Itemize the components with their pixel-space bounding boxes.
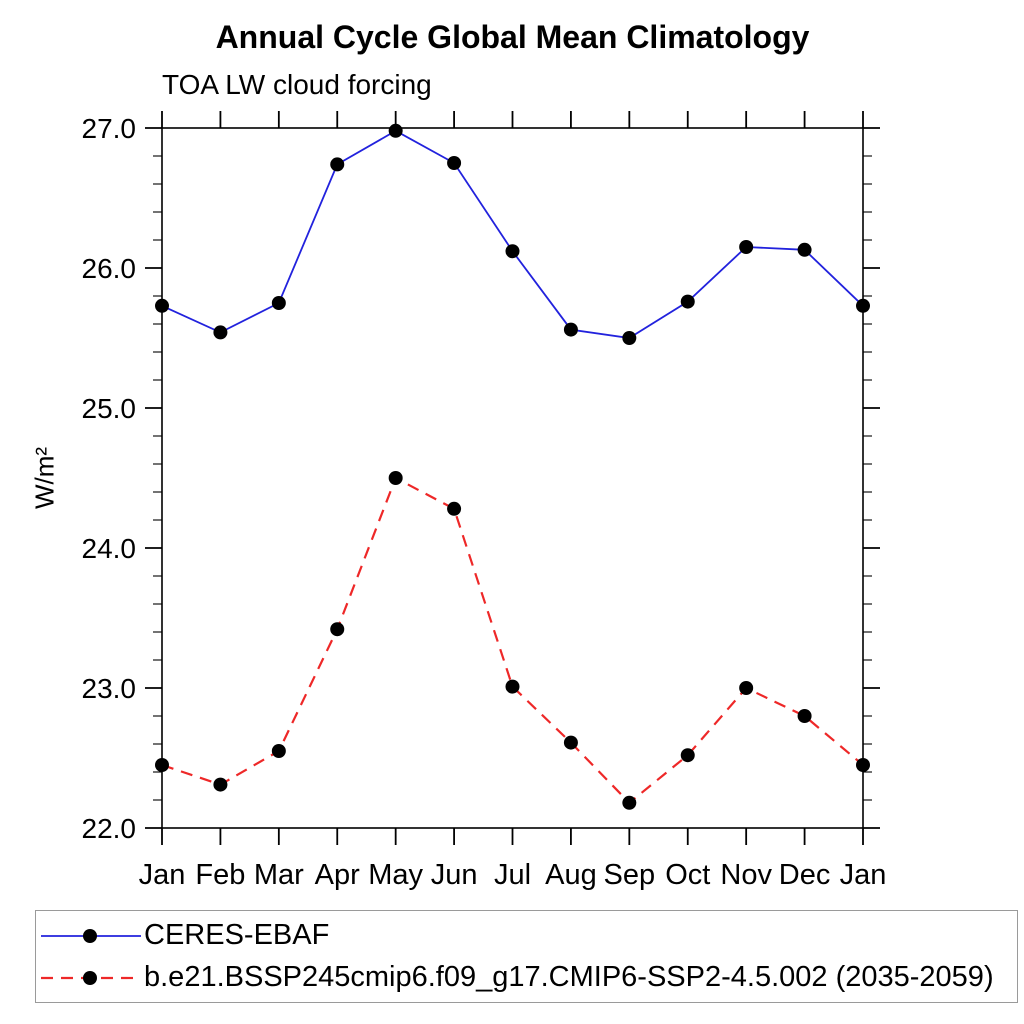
data-point: [563, 735, 578, 750]
x-tick-label: Mar: [254, 859, 304, 891]
x-tick-label: Apr: [315, 859, 360, 891]
chart-title: Annual Cycle Global Mean Climatology: [215, 19, 810, 55]
data-point: [739, 681, 754, 695]
x-tick-label: Dec: [779, 859, 831, 891]
y-tick-label: 25.0: [82, 393, 137, 424]
x-tick-label: Aug: [545, 859, 597, 891]
y-tick-label: 22.0: [82, 813, 137, 844]
data-point: [622, 795, 637, 810]
legend-item-model-run: b.e21.BSSP245cmip6.f09_g17.CMIP6-SSP2-4.…: [41, 957, 1017, 999]
data-point: [797, 709, 812, 723]
data-point: [739, 240, 754, 254]
data-point: [563, 322, 578, 337]
axes-box: [161, 127, 864, 829]
data-point: [213, 325, 228, 340]
x-tick-label: Oct: [665, 859, 710, 891]
data-point: [388, 471, 403, 485]
x-tick-label: Feb: [195, 859, 245, 891]
data-point: [330, 622, 345, 637]
x-tick-label: Jul: [494, 859, 531, 891]
data-point: [388, 123, 403, 138]
x-tick-label: Jan: [139, 859, 186, 891]
data-point: [330, 157, 345, 172]
x-tick-label: Jun: [431, 859, 478, 891]
data-point: [680, 748, 695, 763]
x-tick-label: Nov: [720, 859, 772, 891]
data-point: [856, 298, 870, 313]
data-point: [271, 744, 286, 758]
data-point: [271, 296, 286, 310]
data-point: [447, 156, 462, 170]
y-axis-ticks: 22.0 23.0 24.0 25.0 26.0 27.0: [82, 113, 880, 844]
data-point: [447, 501, 462, 516]
data-point: [213, 777, 228, 792]
series-markers-1: [155, 471, 870, 810]
data-point: [505, 244, 520, 259]
data-point: [622, 331, 637, 345]
series-line-0: [161, 129, 864, 339]
x-tick-label: May: [368, 859, 423, 891]
legend-label: b.e21.BSSP245cmip6.f09_g17.CMIP6-SSP2-4.…: [144, 961, 994, 993]
data-point: [680, 294, 695, 309]
legend-marker: [83, 970, 97, 985]
y-tick-label: 23.0: [82, 673, 137, 704]
legend-marker: [83, 928, 97, 943]
y-tick-label: 26.0: [82, 253, 137, 284]
data-point: [797, 242, 812, 257]
x-tick-label: Jan: [840, 859, 887, 891]
y-tick-label: 24.0: [82, 533, 137, 564]
y-tick-label: 27.0: [82, 113, 137, 144]
legend-item-ceres-ebaf: CERES-EBAF: [41, 915, 1017, 957]
data-point: [505, 679, 520, 694]
x-tick-label: Sep: [604, 859, 656, 891]
legend-box: CERES-EBAF b.e21.BSSP245cmip6.f09_g17.CM…: [35, 910, 1018, 1003]
legend-line-sample-solid: [41, 928, 141, 943]
series-line-1: [161, 476, 864, 805]
data-point: [155, 298, 169, 313]
legend-label: CERES-EBAF: [144, 919, 330, 951]
data-point: [856, 758, 870, 772]
x-axis-ticks: Jan Feb Mar Apr May Jun Jul Aug Sep Oct Nov Dec Jan: [139, 111, 887, 891]
chart-subtitle: TOA LW cloud forcing: [162, 69, 432, 100]
y-minor-ticks: [153, 155, 872, 801]
series-markers-0: [155, 123, 870, 345]
data-point: [155, 758, 169, 772]
legend-line-sample-dashed: [41, 970, 141, 985]
